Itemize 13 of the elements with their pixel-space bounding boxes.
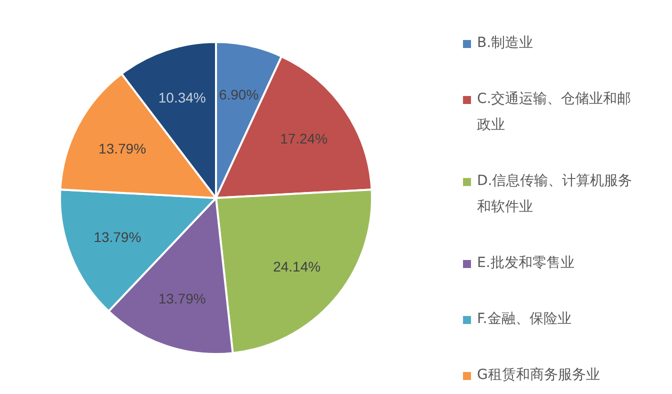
data-label: 17.24% <box>280 130 328 146</box>
legend-label: G租赁和商务服务业 <box>477 366 600 385</box>
data-label: 6.90% <box>218 86 259 102</box>
data-label: 13.79% <box>98 140 146 156</box>
legend-label: B.制造业 <box>477 34 534 53</box>
legend-label: F.金融、保险业 <box>477 310 572 329</box>
legend-label: E.批发和零售业 <box>477 254 574 273</box>
data-label: 10.34% <box>158 89 206 106</box>
data-label: 13.79% <box>158 290 206 307</box>
data-label: 13.79% <box>94 229 142 246</box>
data-label: 24.14% <box>273 258 321 275</box>
legend-label: D.信息传输、计算机服务和软件业 <box>477 172 634 217</box>
legend-label: C.交通运输、仓储业和邮政业 <box>477 90 632 135</box>
